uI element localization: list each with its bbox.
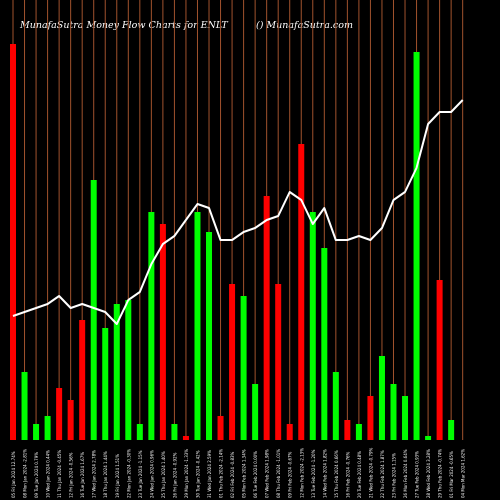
x-tick-label: 19 Fri Jan 2024 1.51% — [115, 454, 120, 498]
flow-bar — [390, 384, 397, 440]
x-tick-label: 13 Tue Feb 2024 -1.20% — [311, 449, 316, 498]
x-tick-label: 22 Mon Jan 2024 -0.30% — [126, 449, 131, 498]
flow-bar — [413, 52, 420, 440]
flow-bar — [217, 416, 224, 440]
flow-bar — [194, 212, 201, 440]
flow-bar — [263, 196, 270, 440]
x-tick-label: 16 Tue Jan 2024 1.67% — [80, 452, 85, 498]
flow-bar — [321, 248, 328, 440]
x-tick-label: 01 Fri Mar 2024 -0.65% — [449, 451, 454, 498]
flow-bar — [125, 300, 132, 440]
x-tick-label: 24 Wed Jan 2024 0.96% — [149, 450, 154, 498]
x-tick-label: 15 Thu Feb 2024 0.66% — [334, 450, 339, 498]
x-tick-label: 10 Wed Jan 2024 0.44% — [46, 450, 51, 498]
x-tick-label: 02 Fri Feb 2024 -0.83% — [230, 451, 235, 498]
flow-bar — [332, 372, 339, 440]
flow-bar — [21, 372, 28, 440]
flow-bar — [378, 356, 385, 440]
flow-bar — [102, 328, 109, 440]
flow-bar — [159, 224, 166, 440]
x-tick-label: 01 Thu Feb 2024 -2.14% — [219, 449, 224, 498]
x-tick-label: 06 Tue Feb 2024 0.00% — [253, 451, 258, 498]
x-tick-label: 08 Mon Jan 2024 -2.81% — [23, 449, 28, 498]
flow-bar — [206, 232, 213, 440]
x-tick-label: 12 Fri Jan 2024 -0.56% — [69, 452, 74, 498]
flow-bar — [425, 436, 432, 440]
x-tick-label: 30 Tue Jan 2024 -0.42% — [195, 450, 200, 498]
x-tick-label: 25 Thu Jan 2024 1.40% — [161, 451, 166, 498]
x-tick-label: 23 Tue Jan 2024 -1.15% — [138, 450, 143, 498]
flow-bar — [79, 320, 86, 440]
price-line-path — [12, 99, 464, 325]
x-tick-label: 26 Fri Jan 2024 -0.92% — [172, 452, 177, 498]
x-tick-label: 27 Tue Feb 2024 0.93% — [415, 451, 420, 498]
x-tick-label: 20 Tue Feb 2024 0.48% — [357, 451, 362, 498]
x-tick-label: 23 Fri Feb 2024 1.15% — [391, 453, 396, 498]
flow-bar — [10, 44, 16, 440]
x-tick-label: 05 Fri Jan 2024 12.74% — [11, 451, 16, 498]
flow-bar — [148, 212, 155, 440]
x-tick-label: 14 Wed Feb 2024 1.82% — [322, 449, 327, 498]
flow-bar — [113, 304, 120, 440]
x-tick-label: 05 Mon Feb 2024 1.34% — [242, 449, 247, 498]
price-line — [12, 99, 464, 325]
x-tick-label: 04 Mon Mar 2024 1.62% — [461, 449, 466, 498]
flow-bar — [309, 212, 316, 440]
x-tick-label: 21 Wed Feb 2024 -0.79% — [368, 447, 373, 498]
flow-bar — [436, 280, 443, 440]
flow-bar — [240, 296, 247, 440]
flow-bar — [136, 424, 143, 440]
flow-bar — [275, 284, 282, 440]
x-tick-label: 09 Fri Feb 2024 -0.67% — [288, 451, 293, 498]
chart-title: MunafaSutra Money Flow Charts for ENLT — [20, 20, 228, 31]
x-tick-label: 29 Thu Feb 2024 -0.74% — [438, 449, 443, 498]
x-tick-label: 31 Wed Jan 2024 2.59% — [207, 450, 212, 498]
x-tick-label: 29 Mon Jan 2024 -1.33% — [184, 449, 189, 498]
flow-bar — [90, 180, 97, 440]
site-credit: () MunafaSutra.com — [256, 20, 353, 31]
flow-bar — [355, 424, 362, 440]
x-tick-label: 26 Mon Feb 2024 0.64% — [403, 449, 408, 498]
x-tick-label: 08 Thu Feb 2024 -1.01% — [276, 449, 281, 498]
flow-bar — [171, 424, 178, 440]
flow-bar — [44, 416, 51, 440]
flow-bar — [56, 388, 63, 440]
flow-bar — [286, 424, 293, 440]
x-axis-labels: 05 Fri Jan 2024 12.74% 08 Mon Jan 2024 -2… — [11, 447, 466, 498]
flow-bar — [344, 420, 351, 440]
x-tick-label: 09 Tue Jan 2024 0.79% — [34, 452, 39, 498]
x-tick-label: 07 Wed Feb 2024 1.98% — [265, 449, 270, 498]
x-tick-label: 22 Thu Feb 2024 1.87% — [380, 450, 385, 498]
flow-bar — [229, 284, 236, 440]
x-tick-label: 18 Thu Jan 2024 1.44% — [103, 451, 108, 498]
flow-bar — [448, 420, 455, 440]
x-tick-label: 12 Mon Feb 2024 -2.13% — [299, 448, 304, 498]
x-tick-label: 17 Wed Jan 2024 2.78% — [92, 450, 97, 498]
flow-bar — [252, 384, 259, 440]
x-tick-label: 16 Fri Feb 2024 -0.76% — [345, 451, 350, 498]
flow-bar — [33, 424, 40, 440]
flow-bar — [402, 396, 409, 440]
money-flow-bars — [10, 44, 455, 440]
flow-bar — [367, 396, 374, 440]
x-tick-label: 28 Wed Feb 2024 3.28% — [426, 449, 431, 498]
flow-bar — [182, 436, 189, 440]
flow-bar — [67, 400, 74, 440]
x-tick-label: 11 Thu Jan 2024 -0.45% — [57, 450, 62, 498]
flow-bar — [298, 144, 305, 440]
